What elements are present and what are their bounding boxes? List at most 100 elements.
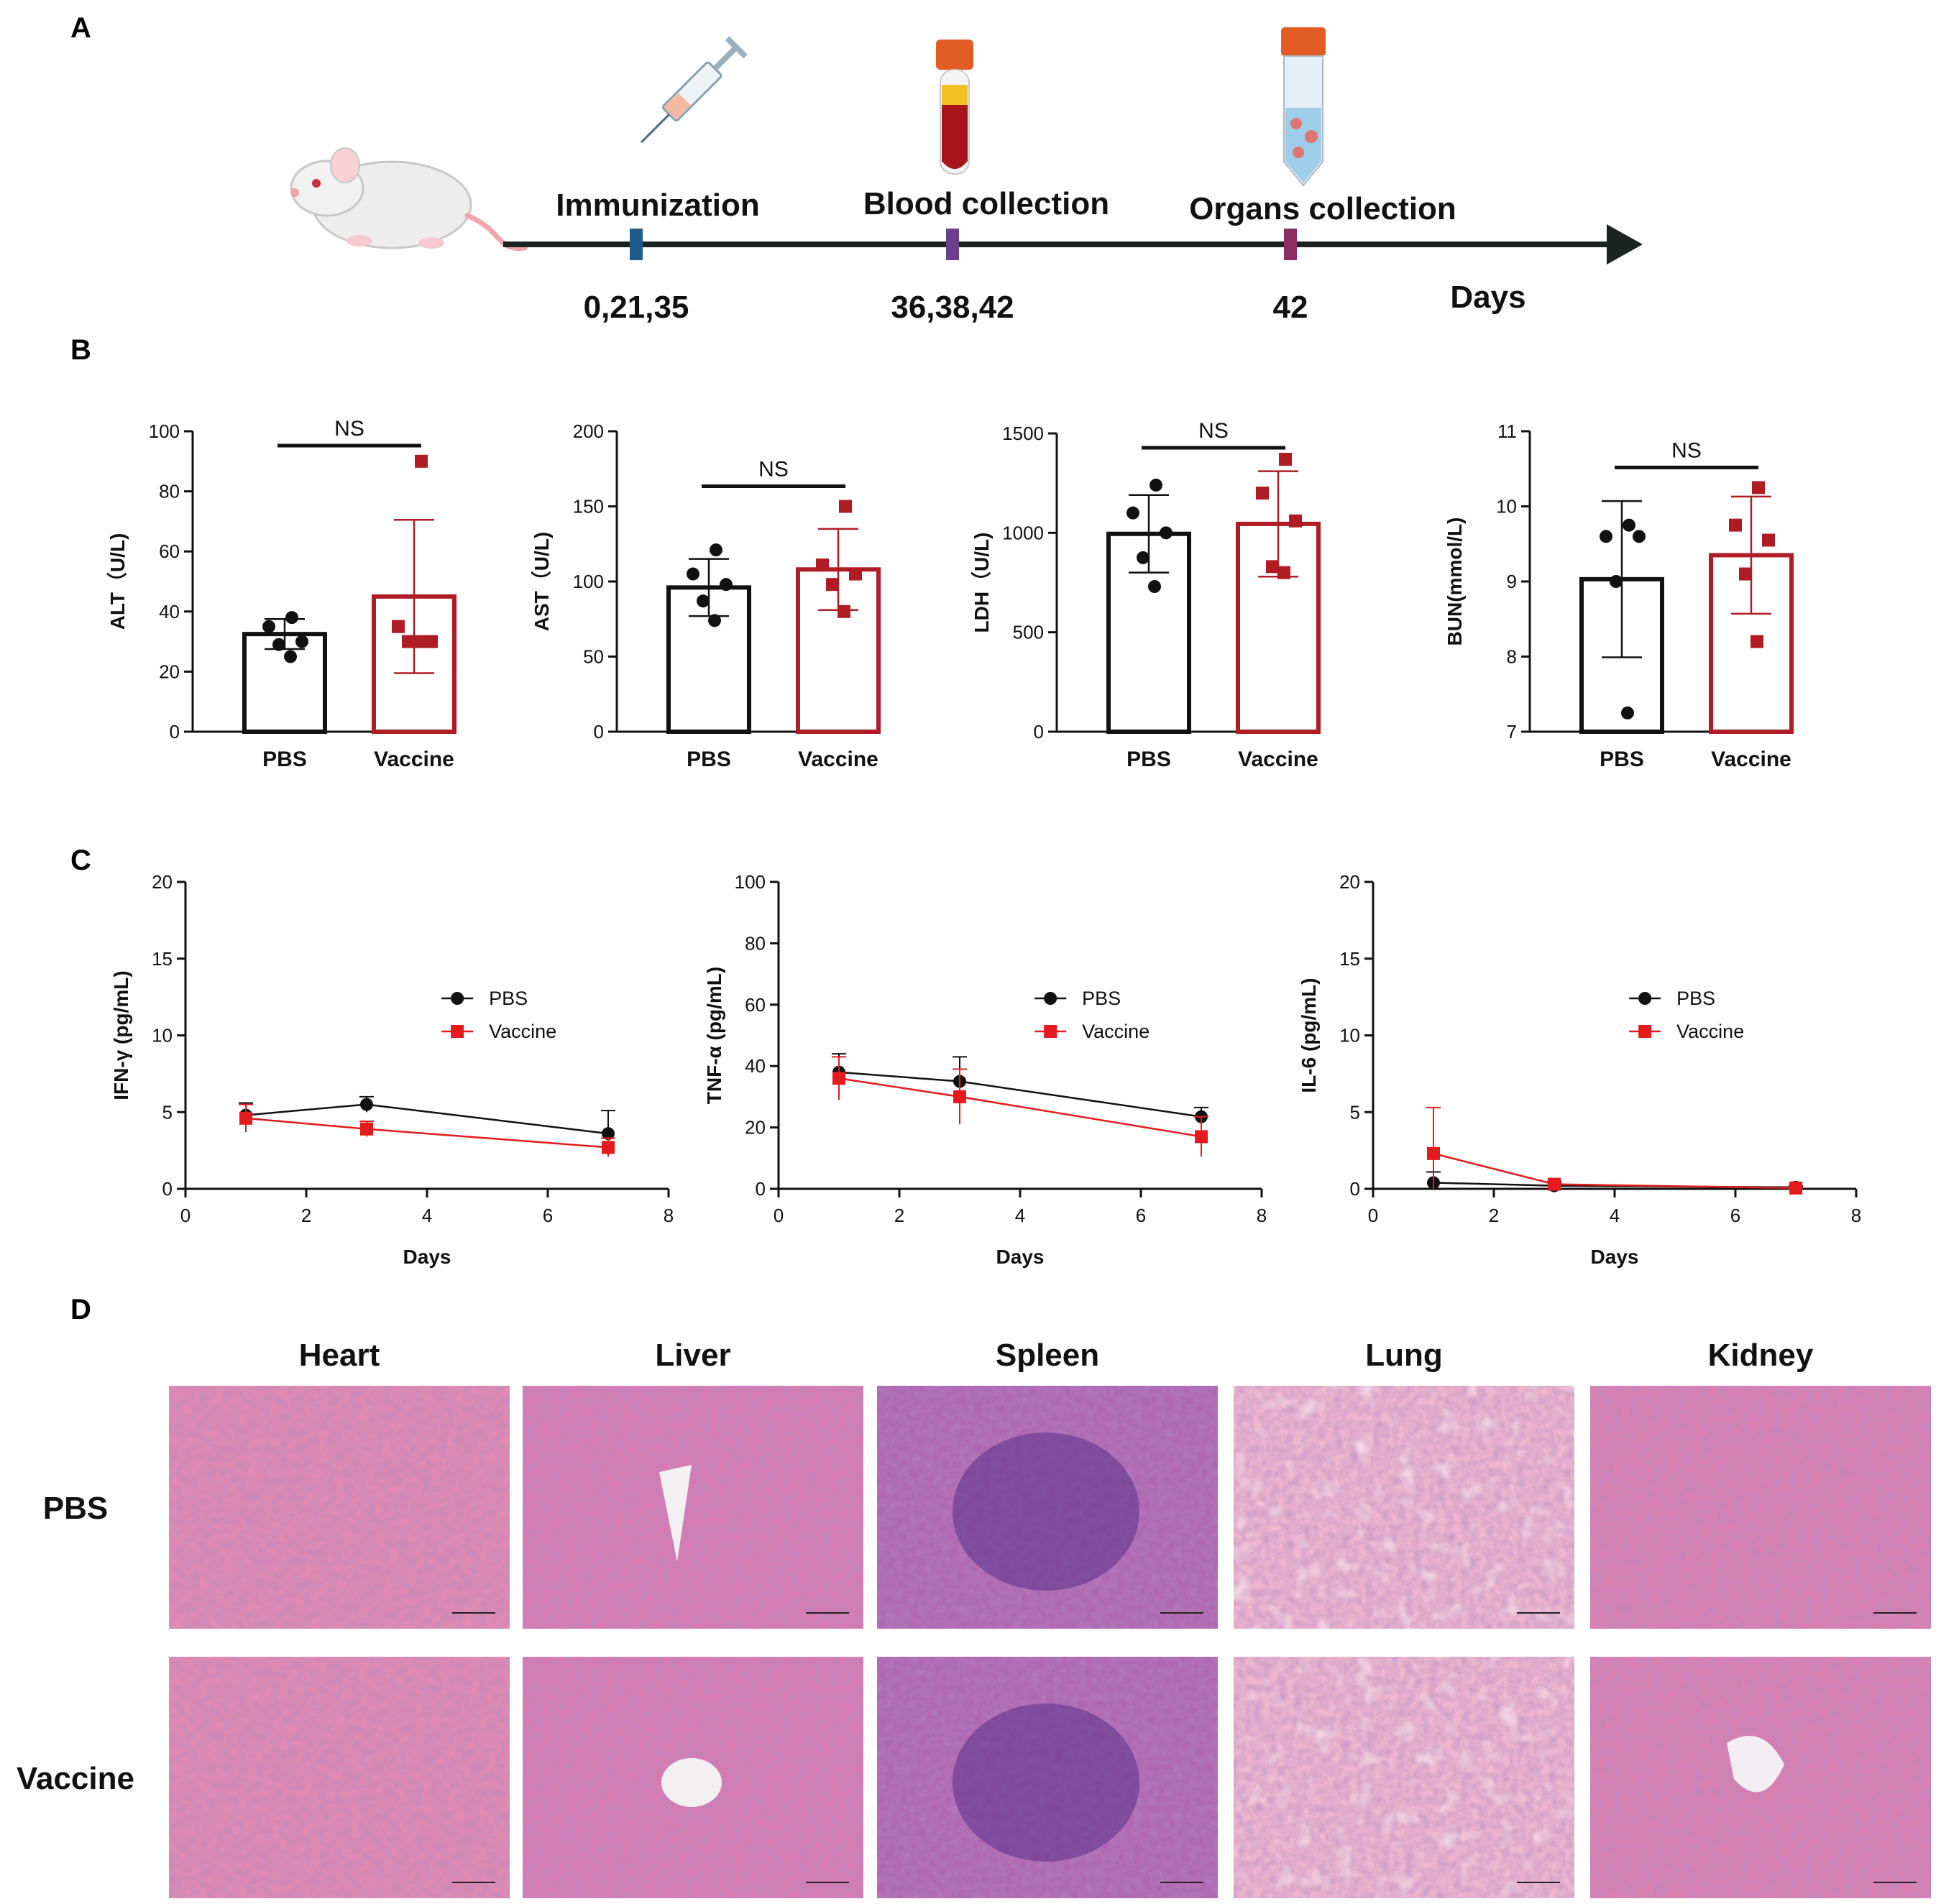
line-chart-4-point-0-1 [360,1098,373,1111]
bar-chart-0-ytick-label-5: 100 [149,420,180,442]
bar-chart-2-category-pbs: PBS [1126,748,1171,771]
bar-chart-1-ytick-label-0: 0 [594,721,604,742]
histology-image-vaccine-kidney [1590,1657,1931,1898]
line-chart-4-xtick-label-1: 2 [301,1205,311,1226]
bar-chart-0-point-pbs-0 [285,611,298,625]
timeline-axis-label: Days [1450,280,1525,315]
bar-chart-1-point-vaccine-4 [838,604,850,618]
bar-chart-2-ytick-label-2: 1000 [1002,522,1044,543]
bar-chart-1-ytick-label-4: 200 [573,420,604,442]
bar-chart-0-point-vaccine-3 [402,635,415,648]
syringe-icon [640,36,748,144]
timeline-stage-label-2: Organs collection [1189,191,1456,226]
line-chart-5-xtick-label-0: 0 [774,1205,784,1226]
histology-image-pbs-heart [169,1386,510,1629]
histology-row-pbs: PBS [43,1491,108,1526]
line-chart-6-x-label: Days [1591,1246,1639,1268]
blood-tube-icon [936,40,973,175]
bar-chart-0-ytick-label-2: 40 [159,601,180,622]
bar-chart-2-point-pbs-3 [1137,551,1150,564]
bar-chart-1-point-pbs-0 [710,543,722,557]
bar-chart-2-point-pbs-0 [1150,478,1162,492]
line-chart-4-point-1-2 [602,1141,615,1154]
bar-chart-0-y-label: ALT（U/L) [106,533,129,630]
histology-image-pbs-kidney [1590,1386,1931,1629]
line-chart-4-ytick-label-0: 0 [162,1178,173,1200]
bar-chart-0-ytick-label-4: 80 [159,481,180,502]
line-chart-6-xtick-label-4: 8 [1851,1205,1861,1226]
bar-chart-0-ytick-label-0: 0 [170,721,180,742]
line-chart-5-series-line-0 [838,1071,1202,1118]
bar-chart-1-point-vaccine-0 [839,500,852,513]
histology-row-vaccine: Vaccine [17,1761,134,1796]
line-chart-6-point-1-2 [1789,1181,1802,1195]
line-chart-5-ytick-label-0: 0 [756,1178,766,1200]
bar-chart-3-category-pbs: PBS [1600,748,1644,771]
bar-chart-1-category-pbs: PBS [687,748,731,771]
line-chart-6-series-line-1 [1433,1152,1797,1190]
line-chart-5-ytick-label-1: 20 [745,1117,766,1139]
bar-chart-0-significance-label: NS [334,417,364,441]
timeline-arrowhead [1607,224,1643,265]
bar-chart-1-y-label: AST（U/L) [530,532,553,631]
bar-chart-1-point-vaccine-3 [826,578,839,592]
histology-column-heart: Heart [299,1338,380,1373]
bar-chart-0-category-vaccine: Vaccine [374,748,454,771]
line-chart-4-ytick-label-2: 10 [152,1025,173,1047]
line-chart-5-xtick-label-3: 6 [1136,1205,1146,1226]
line-chart-5-point-1-0 [832,1072,845,1085]
line-chart-4-legend-label-1: Vaccine [489,1021,556,1042]
bar-chart-3-point-pbs-4 [1621,706,1634,719]
bar-chart-2-point-vaccine-3 [1266,560,1279,574]
bar-chart-0-point-vaccine-1 [392,620,405,633]
line-chart-4-xtick-label-0: 0 [180,1205,191,1226]
bar-chart-3-point-vaccine-4 [1750,635,1763,648]
line-chart-6-ytick-label-2: 10 [1339,1025,1360,1047]
line-chart-4-legend-marker-0 [451,992,464,1005]
panel-label-c: C [70,845,91,876]
bar-chart-3-point-pbs-2 [1633,530,1646,543]
bar-chart-0-point-pbs-3 [272,638,285,651]
bar-chart-3-point-pbs-1 [1600,530,1612,543]
bar-chart-2-significance-label: NS [1198,419,1229,443]
histology-image-pbs-liver [523,1386,863,1629]
bar-chart-1-point-pbs-2 [720,578,733,592]
bar-chart-0-ytick-label-1: 20 [159,661,180,682]
line-chart-4-xtick-label-3: 6 [543,1205,553,1226]
bar-chart-0-point-vaccine-2 [425,635,438,648]
bar-chart-2-point-vaccine-4 [1277,566,1290,579]
histology-image-vaccine-lung [1234,1657,1574,1898]
line-chart-6-ytick-label-0: 0 [1350,1178,1360,1200]
line-chart-5: 0 20 40 60 80 100 0 2 4 6 8 Days TNF-α (pg/mL) PBS Vac… [703,871,1267,1268]
line-chart-4-series-line-1 [245,1117,609,1149]
line-chart-4-xtick-label-4: 8 [664,1205,674,1226]
bar-chart-2-point-vaccine-1 [1256,487,1269,500]
line-chart-5-legend-label-0: PBS [1082,988,1121,1009]
timeline-stage-days-0: 0,21,35 [584,290,689,325]
line-chart-6-point-1-0 [1427,1146,1440,1160]
bar-chart-2-ytick-label-1: 500 [1013,622,1044,643]
line-chart-6: 0 5 10 15 20 0 2 4 6 8 Days IL-6 (pg/mL) PBS Vaccine [1298,871,1861,1268]
bar-chart-1-point-pbs-3 [697,594,710,608]
histology-image-vaccine-spleen [877,1657,1218,1898]
bar-chart-3-ytick-label-0: 7 [1507,721,1517,742]
bar-chart-1-category-vaccine: Vaccine [798,748,878,771]
bar-chart-3-ytick-label-1: 8 [1507,646,1517,668]
line-chart-4-legend-label-0: PBS [489,988,528,1009]
timeline-marker-0 [630,229,643,260]
bar-chart-1-point-pbs-1 [687,567,699,581]
line-chart-5-legend-label-1: Vaccine [1082,1021,1150,1042]
bar-chart-1-significance-label: NS [758,458,789,482]
line-chart-5-y-label: TNF-α (pg/mL) [703,967,725,1104]
line-chart-5-legend-marker-1 [1044,1025,1057,1038]
line-chart-6-xtick-label-0: 0 [1368,1205,1378,1226]
bar-chart-3-ytick-label-4: 11 [1497,420,1517,442]
line-chart-6-y-label: IL-6 (pg/mL) [1298,978,1320,1093]
bar-chart-2-point-pbs-2 [1160,526,1173,540]
line-chart-5-xtick-label-2: 4 [1015,1205,1025,1226]
line-chart-4-ytick-label-4: 20 [152,871,173,893]
line-chart-5-point-1-2 [1195,1130,1208,1144]
bar-chart-1: 0 50 100 150 200 PBS Vaccine NS AST（U/L) [530,420,881,771]
line-chart-6-xtick-label-3: 6 [1730,1205,1740,1226]
